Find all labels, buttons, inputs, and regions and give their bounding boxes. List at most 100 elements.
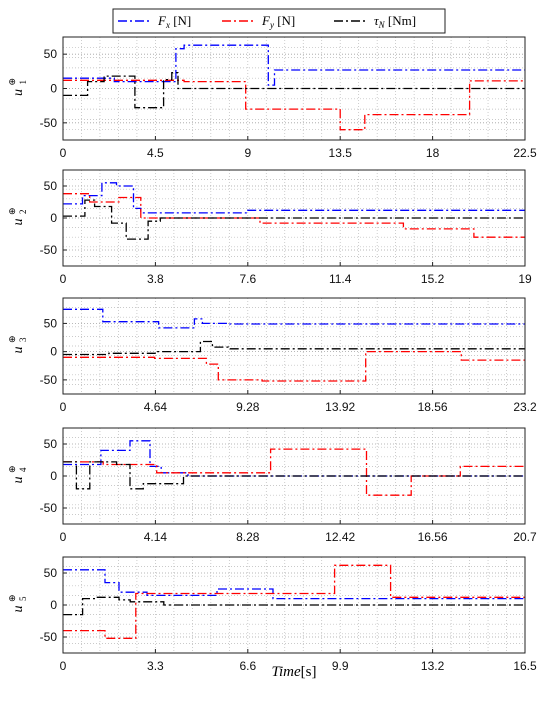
y-axis-label: u 3⊕ (7, 335, 28, 353)
x-axis-label: Time[s] (271, 664, 316, 680)
legend-box (112, 8, 446, 34)
legend-unit: [Nm] (385, 13, 416, 28)
legend-label: Fy [N] (261, 13, 295, 30)
axes-frame (62, 297, 526, 395)
x-tick-label: 23.2 (513, 400, 537, 414)
x-tick-label: 7.6 (239, 272, 256, 286)
x-tick-label: 20.7 (513, 530, 537, 544)
legend-entry-2: Fy [N] (222, 13, 295, 30)
subplot-4: 0 4.14 8.28 12.42 16.56 20.7 50 0 -50 u 4⊕ (7, 427, 537, 544)
x-tick-label: 4.64 (144, 400, 168, 414)
x-tick-label: 13.2 (421, 659, 445, 673)
y-axis-label-superscript: ⊕ (7, 78, 17, 86)
x-tick-label: 8.28 (236, 530, 260, 544)
y-axis-label-subscript: 3 (18, 337, 28, 342)
x-tick-label: 0 (60, 272, 67, 286)
series-line-tau (63, 72, 525, 109)
series-line-fy (63, 79, 525, 131)
series-line-fx (63, 308, 525, 329)
x-tick-label: 15.2 (421, 272, 445, 286)
x-tick-label: 18.56 (418, 400, 448, 414)
series-line-fx (63, 182, 525, 214)
x-tick-label: 16.5 (513, 659, 537, 673)
y-tick-label: -50 (40, 373, 58, 387)
x-tick-label: 13.92 (325, 400, 355, 414)
y-tick-label: 0 (50, 82, 57, 96)
y-axis-label-superscript: ⊕ (7, 335, 17, 343)
y-tick-label: -50 (40, 630, 58, 644)
series-line-tau (63, 596, 525, 616)
y-tick-label: 50 (44, 179, 58, 193)
x-tick-label: 16.56 (418, 530, 448, 544)
legend-unit: [N] (274, 13, 295, 28)
y-axis-label-subscript: 2 (18, 210, 28, 215)
subplot-2: 0 3.8 7.6 11.4 15.2 19 50 0 -50 u 2⊕ (7, 169, 532, 286)
legend: Fx [N] Fy [N] τN [Nm] (112, 8, 446, 34)
y-axis-label-base: u (11, 347, 26, 354)
x-tick-label: 4.14 (144, 530, 168, 544)
y-tick-label: 50 (44, 316, 58, 330)
legend-entry-1: Fx [N] (118, 13, 191, 30)
series-line-fx (63, 44, 525, 86)
subplot-1: 0 4.5 9 13.5 18 22.5 50 0 -50 u 1⊕ (7, 36, 537, 160)
x-tick-label: 0 (60, 400, 67, 414)
y-axis-label-base: u (11, 89, 26, 96)
series-line-tau (63, 199, 525, 240)
series-line-fy (63, 193, 525, 238)
y-axis-label-superscript: ⊕ (7, 465, 17, 473)
y-axis-label-subscript: 4 (18, 467, 28, 472)
y-axis-label: u 4⊕ (7, 465, 28, 483)
x-tick-label: 9.28 (236, 400, 260, 414)
y-tick-label: -50 (40, 116, 58, 130)
x-tick-label: 18 (426, 146, 440, 160)
x-axis-label-text: Time[s] (271, 664, 316, 680)
x-tick-label: 22.5 (513, 146, 537, 160)
y-axis-label-subscript: 5 (18, 596, 28, 601)
y-tick-label: 50 (44, 47, 58, 61)
legend-entry-3: τN [Nm] (334, 13, 416, 30)
legend-subscript: y (269, 20, 274, 30)
series-line-tau (63, 461, 525, 490)
y-axis-label-base: u (11, 219, 26, 226)
x-tick-label: 0 (60, 146, 67, 160)
x-tick-label: 19 (518, 272, 532, 286)
series-line-fx (63, 440, 525, 477)
subplot-5: 0 3.3 6.6 9.9 13.2 16.5 50 0 -50 u 5⊕ (7, 556, 537, 673)
x-tick-label: 6.6 (239, 659, 256, 673)
series-line-fy (63, 350, 525, 382)
series-line-fy (63, 564, 525, 639)
y-axis-label-base: u (11, 477, 26, 484)
x-tick-label: 0 (60, 659, 67, 673)
y-axis-label-base: u (11, 606, 26, 613)
x-tick-label: 11.4 (329, 272, 352, 286)
x-axis-label-quantity: Time (271, 664, 301, 680)
y-axis-label: u 2⊕ (7, 207, 28, 225)
y-tick-label: -50 (40, 501, 58, 515)
y-axis-label: u 1⊕ (7, 78, 28, 96)
legend-unit: [N] (170, 13, 191, 28)
legend-subscript: N (378, 20, 386, 30)
legend-subscript: x (165, 20, 170, 30)
y-axis-label-subscript: 1 (18, 80, 28, 85)
x-tick-label: 0 (60, 530, 67, 544)
x-tick-label: 3.8 (147, 272, 164, 286)
y-tick-label: 0 (50, 598, 57, 612)
legend-symbol: F (261, 13, 271, 28)
x-tick-label: 12.42 (325, 530, 355, 544)
x-tick-label: 9.9 (332, 659, 349, 673)
y-axis-label-superscript: ⊕ (7, 207, 17, 215)
grid (63, 298, 525, 394)
x-tick-label: 3.3 (147, 659, 164, 673)
y-tick-label: 50 (44, 566, 58, 580)
y-tick-label: 0 (50, 211, 57, 225)
series-line-tau (63, 340, 525, 356)
y-axis-label-superscript: ⊕ (7, 594, 17, 602)
x-tick-label: 13.5 (329, 146, 353, 160)
legend-label: τN [Nm] (374, 13, 416, 30)
legend-symbol: F (157, 13, 167, 28)
x-tick-label: 9 (244, 146, 251, 160)
x-tick-label: 4.5 (147, 146, 164, 160)
